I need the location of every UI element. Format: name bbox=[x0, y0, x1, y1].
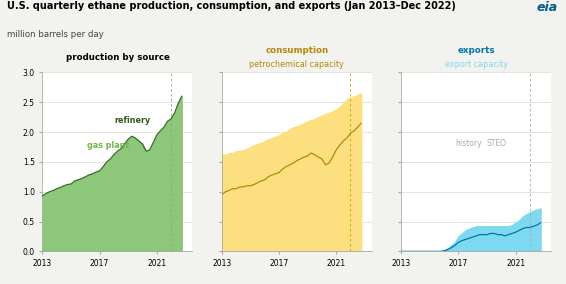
Text: petrochemical capacity: petrochemical capacity bbox=[250, 60, 344, 69]
Text: production by source: production by source bbox=[66, 53, 169, 62]
Text: STEO: STEO bbox=[486, 139, 506, 149]
Text: exports: exports bbox=[457, 45, 495, 55]
Text: U.S. quarterly ethane production, consumption, and exports (Jan 2013–Dec 2022): U.S. quarterly ethane production, consum… bbox=[7, 1, 456, 11]
Text: million barrels per day: million barrels per day bbox=[7, 30, 104, 39]
Text: export capacity: export capacity bbox=[445, 60, 508, 69]
Text: eia: eia bbox=[537, 1, 558, 14]
Text: consumption: consumption bbox=[265, 45, 328, 55]
Text: gas plant: gas plant bbox=[87, 141, 130, 150]
Text: refinery: refinery bbox=[114, 116, 151, 124]
Text: history: history bbox=[455, 139, 482, 149]
